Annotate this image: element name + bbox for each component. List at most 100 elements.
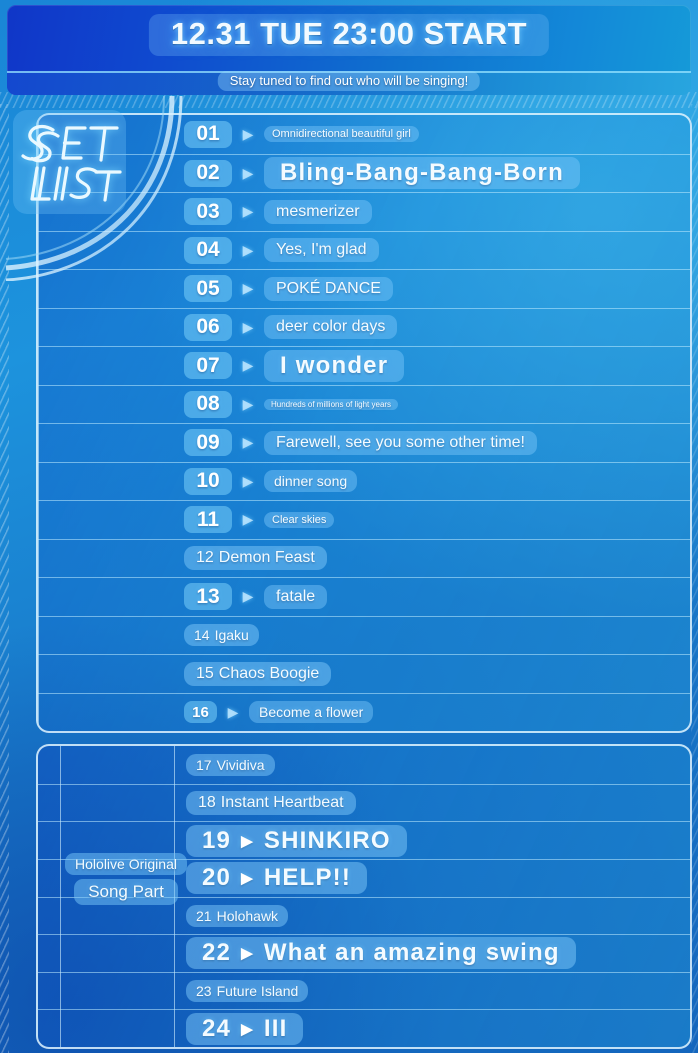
- setlist-row[interactable]: 10 ▶ dinner song: [38, 461, 690, 501]
- play-icon[interactable]: ▶: [242, 318, 254, 335]
- song-number-badge[interactable]: 01: [184, 120, 232, 148]
- song-title: Instant Heartbeat: [220, 793, 344, 811]
- setlist-row[interactable]: 05 ▶ POKÉ DANCE: [38, 269, 690, 308]
- setlist-row[interactable]: 03 ▶ mesmerizer: [38, 192, 690, 231]
- setlist-row[interactable]: 16 ▶ Become a flower: [38, 692, 690, 732]
- song-title-pill[interactable]: deer color days: [264, 315, 398, 340]
- setlist-row[interactable]: 11 ▶ Clear skies: [38, 500, 690, 539]
- song-number-badge[interactable]: 04: [184, 236, 232, 264]
- setlist-row[interactable]: 07 ▶ I wonder: [38, 346, 690, 385]
- setlist-row[interactable]: 18 Instant Heartbeat: [38, 783, 690, 822]
- row-gutter: [38, 347, 184, 385]
- song-title-pill[interactable]: dinner song: [264, 470, 358, 493]
- setlist-row[interactable]: 12 Demon Feast: [38, 538, 690, 578]
- setlist-row[interactable]: 02 ▶ Bling-Bang-Bang-Born: [38, 153, 690, 193]
- song-title-pill[interactable]: POKÉ DANCE: [264, 276, 393, 301]
- setlist-row[interactable]: 20 ▶ HELP!!: [38, 858, 690, 897]
- song-pill[interactable]: 19 ▶ SHINKIRO: [186, 824, 407, 857]
- row-gutter: [38, 1010, 186, 1047]
- song-title-pill[interactable]: mesmerizer: [264, 199, 372, 224]
- song-number-badge[interactable]: 09: [184, 429, 232, 457]
- play-icon[interactable]: ▶: [242, 125, 254, 142]
- play-icon[interactable]: ▶: [241, 945, 254, 963]
- setlist-row[interactable]: 15 Chaos Boogie: [38, 654, 690, 693]
- song-title-pill[interactable]: I wonder: [264, 349, 405, 382]
- play-icon[interactable]: ▶: [242, 357, 254, 374]
- play-icon[interactable]: ▶: [242, 241, 254, 258]
- song-title: SHINKIRO: [263, 826, 391, 854]
- song-number: 14: [194, 627, 210, 644]
- song-pill[interactable]: 18 Instant Heartbeat: [186, 790, 356, 815]
- setlist-row[interactable]: 09 ▶ Farewell, see you some other time!: [38, 423, 690, 462]
- setlist-row[interactable]: 04 ▶ Yes, I'm glad: [38, 230, 690, 270]
- row-gutter: [38, 746, 186, 784]
- song-number-badge[interactable]: 06: [184, 313, 232, 341]
- side-label-line-1: Hololive Original: [65, 853, 187, 875]
- song-title-pill[interactable]: Bling-Bang-Bang-Born: [264, 157, 580, 190]
- setlist-row[interactable]: 21 Holohawk: [38, 896, 690, 935]
- row-gutter: [38, 785, 186, 822]
- setlist-row[interactable]: 19 ▶ SHINKIRO: [38, 821, 690, 859]
- row-gutter: [38, 232, 184, 270]
- song-title-pill[interactable]: Become a flower: [249, 701, 374, 724]
- song-pill[interactable]: 21 Holohawk: [186, 904, 289, 927]
- song-number-badge[interactable]: 11: [184, 506, 232, 534]
- setlist-row[interactable]: 14 Igaku: [38, 615, 690, 655]
- song-title: Igaku: [214, 627, 249, 644]
- setlist-rows-main: 01 ▶ Omnidirectional beautiful girl 02 ▶ Blin…: [38, 115, 690, 731]
- song-title: III: [263, 1014, 288, 1042]
- play-icon[interactable]: ▶: [242, 472, 254, 489]
- song-title: Vividiva: [216, 756, 265, 773]
- song-number: 24: [202, 1014, 232, 1042]
- setlist-row[interactable]: 06 ▶ deer color days: [38, 307, 690, 347]
- play-icon[interactable]: ▶: [242, 203, 254, 220]
- song-pill[interactable]: 17 Vividiva: [186, 753, 275, 776]
- header-stripe: [7, 71, 691, 95]
- song-title-pill[interactable]: fatale: [264, 584, 328, 609]
- song-title-pill[interactable]: Hundreds of millions of light years: [264, 398, 399, 410]
- play-icon[interactable]: ▶: [241, 832, 254, 850]
- song-number-badge[interactable]: 08: [184, 390, 232, 418]
- play-icon[interactable]: ▶: [242, 280, 254, 297]
- play-icon[interactable]: ▶: [242, 511, 254, 528]
- song-number: 12: [196, 549, 214, 567]
- play-icon[interactable]: ▶: [241, 1020, 254, 1038]
- song-number-badge[interactable]: 03: [184, 198, 232, 226]
- play-icon[interactable]: ▶: [227, 703, 239, 720]
- song-number-badge[interactable]: 02: [184, 159, 232, 187]
- play-icon[interactable]: ▶: [242, 164, 254, 181]
- song-number-badge[interactable]: 13: [184, 583, 232, 611]
- song-pill[interactable]: 22 ▶ What an amazing swing: [186, 937, 576, 970]
- play-icon[interactable]: ▶: [242, 588, 254, 605]
- row-gutter: [38, 540, 184, 578]
- song-number: 19: [202, 826, 232, 854]
- song-title: What an amazing swing: [263, 939, 560, 967]
- song-number-badge[interactable]: 05: [184, 275, 232, 303]
- song-title-pill[interactable]: Yes, I'm glad: [264, 238, 379, 263]
- setlist-row[interactable]: 22 ▶ What an amazing swing: [38, 934, 690, 972]
- song-pill[interactable]: 24 ▶ III: [186, 1012, 304, 1045]
- song-pill[interactable]: 23 Future Island: [186, 980, 309, 1003]
- song-number-badge[interactable]: 16: [184, 701, 217, 724]
- setlist-row[interactable]: 17 Vividiva: [38, 746, 690, 784]
- song-number-badge[interactable]: 10: [184, 467, 232, 495]
- song-pill[interactable]: 20 ▶ HELP!!: [186, 862, 368, 895]
- song-pill[interactable]: 15 Chaos Boogie: [184, 661, 332, 686]
- song-number-badge[interactable]: 07: [184, 352, 232, 380]
- play-icon[interactable]: ▶: [242, 434, 254, 451]
- row-gutter: [38, 578, 184, 616]
- setlist-row[interactable]: 08 ▶ Hundreds of millions of light years: [38, 384, 690, 424]
- play-icon[interactable]: ▶: [242, 395, 254, 412]
- song-pill[interactable]: 14 Igaku: [184, 624, 259, 647]
- setlist-row[interactable]: 01 ▶ Omnidirectional beautiful girl: [38, 115, 690, 154]
- setlist-row[interactable]: 24 ▶ III: [38, 1009, 690, 1047]
- setlist-row[interactable]: 13 ▶ fatale: [38, 577, 690, 616]
- song-number: 22: [202, 939, 232, 967]
- song-title-pill[interactable]: Farewell, see you some other time!: [264, 430, 537, 455]
- setlist-row[interactable]: 23 Future Island: [38, 971, 690, 1010]
- play-icon[interactable]: ▶: [241, 870, 254, 888]
- song-pill[interactable]: 12 Demon Feast: [184, 546, 327, 571]
- song-title-pill[interactable]: Omnidirectional beautiful girl: [264, 126, 419, 143]
- song-title-pill[interactable]: Clear skies: [264, 511, 335, 528]
- song-title: Holohawk: [216, 907, 279, 924]
